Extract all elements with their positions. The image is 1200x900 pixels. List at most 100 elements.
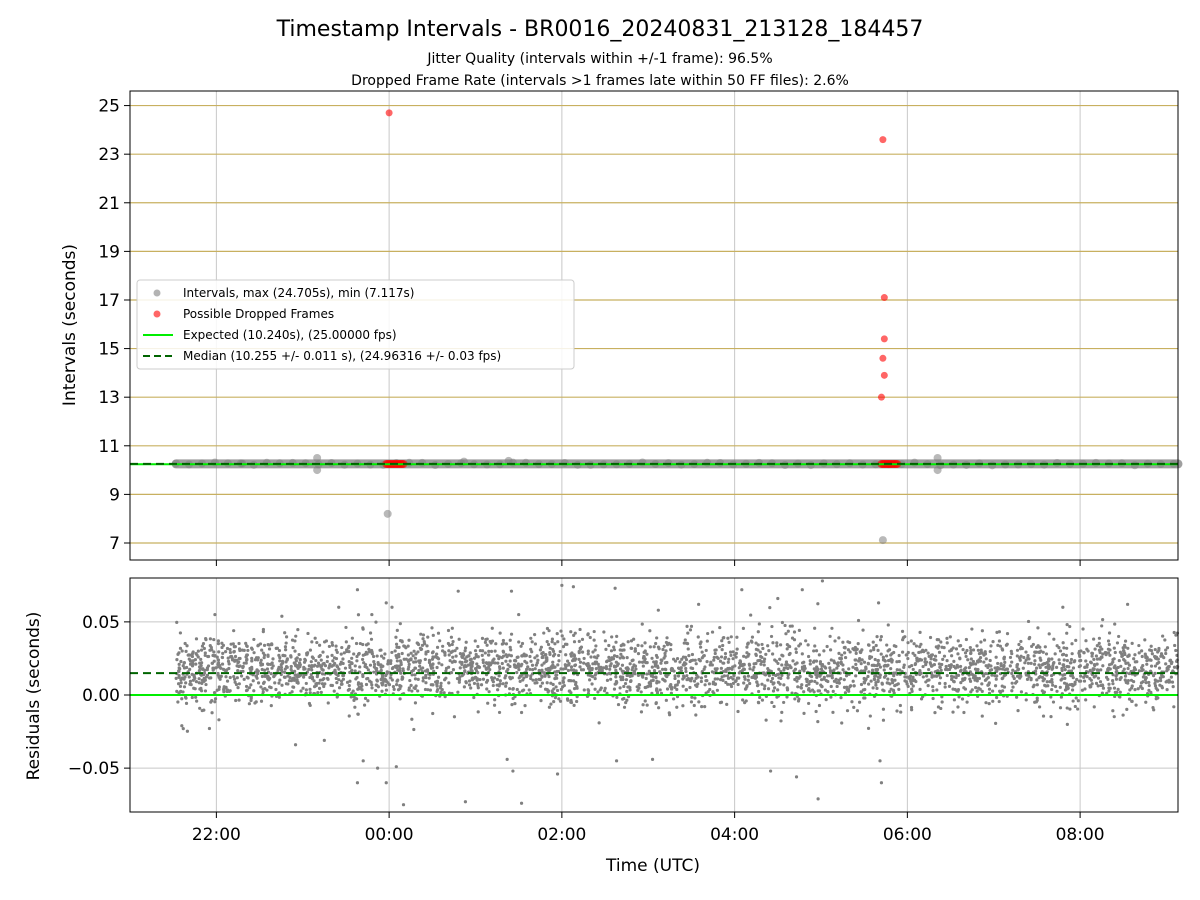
residual-point (1143, 638, 1147, 642)
residual-point (1057, 658, 1061, 662)
residual-point (558, 699, 563, 703)
residual-point (794, 650, 798, 654)
residual-point (725, 702, 729, 706)
residual-point (652, 669, 657, 673)
residual-point (322, 738, 326, 742)
residual-point (501, 650, 506, 654)
residual-point (938, 676, 943, 680)
residual-point (793, 677, 797, 682)
residual-point (816, 797, 820, 801)
residual-point (586, 649, 590, 653)
residual-point (218, 677, 222, 681)
residual-point (446, 641, 450, 646)
residual-point (1111, 682, 1115, 686)
residual-point (247, 686, 252, 690)
residual-point (866, 726, 871, 730)
residual-point (886, 658, 891, 663)
residual-point (901, 650, 905, 654)
residual-point (764, 652, 768, 656)
residual-point (1107, 631, 1112, 635)
residual-point (647, 669, 651, 673)
residual-point (892, 691, 896, 695)
residual-point (263, 674, 267, 678)
residual-point (177, 662, 181, 666)
residual-point (562, 637, 566, 641)
residual-point (807, 682, 811, 686)
residual-point (318, 653, 322, 658)
residual-point (648, 629, 652, 633)
residual-point (698, 642, 702, 646)
residual-point (296, 666, 300, 670)
residual-point (529, 647, 533, 651)
residual-point (347, 714, 351, 718)
residual-point (614, 640, 618, 644)
residual-point (269, 672, 273, 676)
residual-point (201, 667, 205, 671)
residual-point (236, 669, 240, 673)
residual-point (249, 683, 253, 687)
residual-point (451, 649, 455, 653)
residual-point (508, 638, 512, 642)
residual-point (588, 635, 592, 640)
residual-point (233, 654, 238, 659)
residual-point (1153, 656, 1158, 660)
residual-point (987, 687, 992, 691)
residual-point (970, 627, 974, 631)
residual-point (216, 658, 221, 662)
residual-point (1025, 677, 1030, 681)
residual-point (1048, 680, 1052, 684)
residual-point (694, 662, 698, 666)
residual-point (421, 633, 426, 637)
residual-point (843, 651, 847, 655)
residual-point (792, 669, 796, 673)
residual-point (510, 676, 514, 680)
residual-point (510, 703, 514, 707)
residual-point (198, 665, 202, 669)
residual-point (980, 682, 984, 686)
residual-point (580, 637, 585, 641)
residual-point (639, 710, 644, 714)
residual-point (241, 664, 245, 669)
residual-point (856, 618, 861, 623)
residual-point (261, 681, 266, 685)
residual-point (945, 636, 949, 640)
residual-point (795, 679, 799, 683)
residual-point (906, 650, 910, 655)
residual-point (293, 663, 298, 667)
residual-point (319, 658, 323, 662)
residual-point (926, 651, 930, 655)
residual-point (540, 681, 545, 685)
residual-point (851, 665, 855, 669)
residual-point (593, 677, 597, 681)
residual-point (426, 688, 430, 692)
residual-point (230, 658, 235, 662)
residual-point (321, 668, 325, 672)
residual-point (194, 637, 199, 641)
residual-point (1043, 645, 1047, 649)
residual-point (509, 648, 513, 652)
residual-point (216, 661, 221, 665)
residual-point (760, 655, 764, 660)
residual-point (682, 674, 686, 678)
residual-point (509, 632, 514, 636)
residual-point (955, 663, 959, 667)
residual-point (524, 683, 528, 688)
residual-point (277, 681, 281, 685)
residual-point (780, 653, 784, 657)
residual-point (1112, 646, 1116, 650)
residual-point (515, 664, 519, 668)
residual-point (465, 655, 469, 659)
residual-point (976, 648, 980, 652)
residual-point (184, 681, 188, 685)
residual-point (792, 630, 797, 634)
residual-point (988, 649, 992, 654)
residual-point (194, 652, 198, 656)
residual-point (695, 684, 699, 689)
residual-point (604, 647, 608, 651)
residual-point (703, 683, 707, 687)
residual-point (553, 642, 557, 646)
residual-point (823, 688, 828, 692)
residual-point (1065, 684, 1069, 688)
residual-point (473, 649, 478, 653)
residual-point (839, 661, 843, 666)
